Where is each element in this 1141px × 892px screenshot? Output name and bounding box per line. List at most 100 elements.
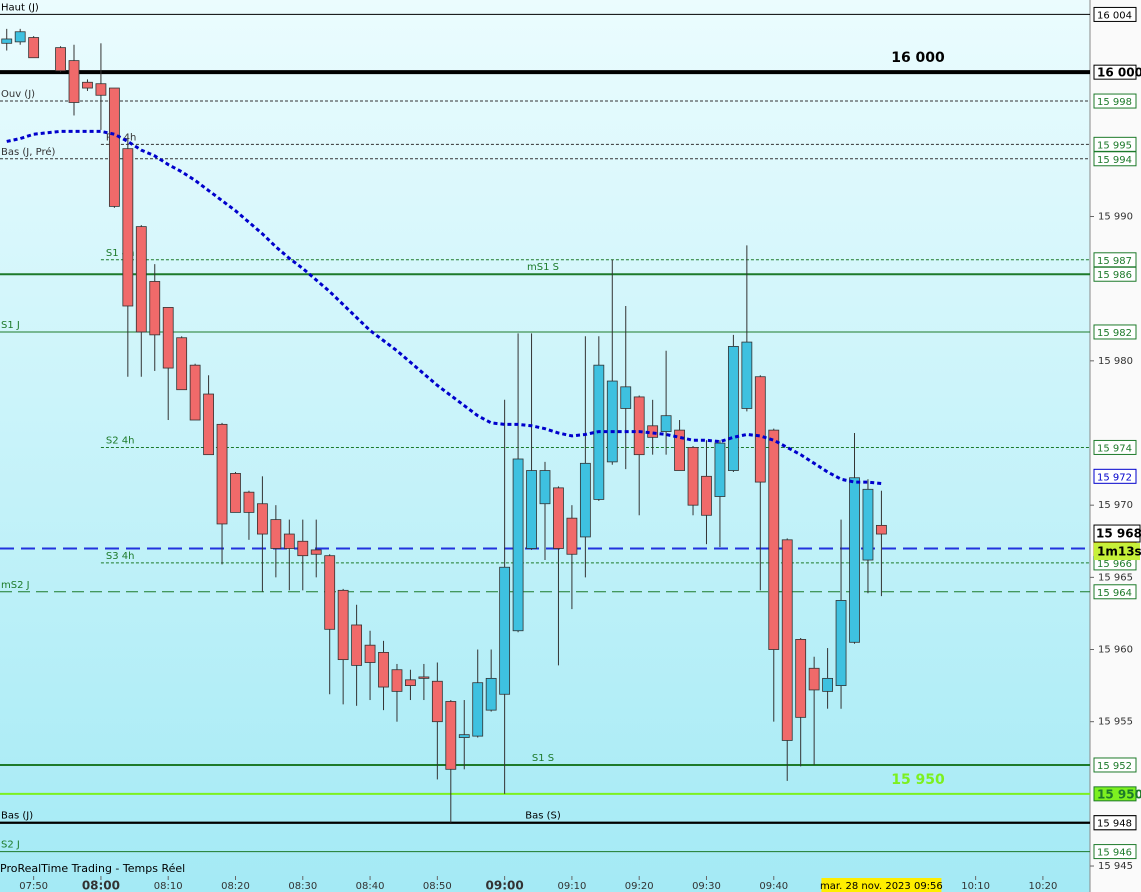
candle-body bbox=[82, 81, 93, 89]
level-label: Haut (J) bbox=[1, 2, 39, 13]
candle-body bbox=[808, 667, 820, 691]
candle-body bbox=[768, 429, 780, 650]
candle-body bbox=[257, 503, 268, 535]
level-tag-box bbox=[1093, 64, 1137, 80]
x-tick-label: 08:00 bbox=[82, 879, 120, 892]
candle-body bbox=[149, 281, 161, 336]
candle-body bbox=[835, 600, 847, 686]
level-label: Bas (S) bbox=[525, 811, 561, 822]
level-label: Ouv (J) bbox=[1, 89, 35, 100]
candle-body bbox=[606, 380, 618, 463]
candle-body bbox=[122, 148, 134, 307]
level-tag-box bbox=[1093, 757, 1137, 773]
candle-body bbox=[620, 386, 632, 409]
level-tag: 15 964 bbox=[1097, 588, 1132, 599]
level-label: S2 J bbox=[1, 840, 20, 851]
candle-body bbox=[108, 87, 120, 207]
candle-body bbox=[674, 429, 685, 471]
level-tag-box bbox=[1093, 584, 1137, 600]
candle-body bbox=[28, 37, 40, 59]
candle-body bbox=[243, 491, 255, 513]
candle-body bbox=[876, 524, 887, 535]
y-tick-label: 15 990 bbox=[1098, 212, 1133, 223]
level-tag: 15 998 bbox=[1097, 97, 1132, 108]
candle-body bbox=[458, 734, 470, 738]
level-label: Bas (J, Pré) bbox=[1, 146, 55, 158]
candle-body bbox=[849, 477, 860, 643]
candle-body bbox=[391, 669, 403, 692]
candle-body bbox=[499, 566, 511, 695]
moving-average bbox=[6, 129, 882, 486]
candle-body bbox=[176, 337, 188, 391]
level-tag: 15 987 bbox=[1097, 256, 1132, 267]
level-tag-box bbox=[1093, 844, 1137, 860]
x-tick-label: 10:10 bbox=[961, 881, 990, 892]
timer-box bbox=[1094, 543, 1140, 561]
last-price-tag: 15 968 bbox=[1096, 527, 1141, 541]
candle-body bbox=[727, 346, 739, 471]
candle-body bbox=[95, 83, 107, 96]
candle-body bbox=[68, 60, 80, 103]
level-label: S1 J bbox=[1, 320, 20, 331]
candle-body bbox=[216, 423, 228, 525]
candle-body bbox=[781, 539, 793, 741]
footer: ProRealTime Trading - Temps Réel bbox=[0, 862, 185, 875]
candle-body bbox=[714, 442, 726, 497]
level-tag-box bbox=[1093, 324, 1137, 340]
level-tag: 15 950 bbox=[1097, 787, 1141, 801]
level-label: S2 4h bbox=[106, 435, 135, 446]
candle-body bbox=[822, 677, 833, 692]
level-label: mS2 J bbox=[1, 580, 30, 591]
level-tag: 15 946 bbox=[1097, 848, 1132, 859]
level-label: S1 S bbox=[532, 753, 554, 764]
candle-body bbox=[1, 38, 13, 44]
level-tag-box bbox=[1093, 151, 1137, 167]
candle-body bbox=[297, 540, 309, 557]
candle-body bbox=[579, 462, 591, 538]
level-tag: 16 000 bbox=[1097, 66, 1141, 80]
candle-body bbox=[14, 31, 26, 43]
candle-body bbox=[351, 624, 363, 666]
y-tick-label: 15 980 bbox=[1098, 356, 1133, 367]
x-tick-label: 09:00 bbox=[486, 879, 524, 892]
level-label: S1 4h bbox=[106, 248, 135, 259]
candle-body bbox=[230, 473, 241, 513]
candle-body bbox=[660, 415, 672, 432]
x-tick-label: 08:50 bbox=[423, 881, 452, 892]
candle-body bbox=[862, 488, 874, 561]
candle-body bbox=[189, 364, 201, 421]
level-tag-box bbox=[1093, 266, 1137, 282]
level-tag-box bbox=[1093, 6, 1137, 22]
candle-body bbox=[512, 458, 524, 632]
level-label: mS1 S bbox=[527, 262, 559, 273]
level-tag: 15 966 bbox=[1097, 559, 1132, 570]
candle-body bbox=[472, 682, 484, 737]
candle-body bbox=[324, 555, 336, 630]
x-tick-label: 09:10 bbox=[557, 881, 586, 892]
level-tag: 15 986 bbox=[1097, 270, 1132, 281]
last-price-box bbox=[1093, 524, 1141, 543]
x-tick-label: 08:10 bbox=[154, 881, 183, 892]
candle-body bbox=[431, 680, 443, 723]
cursor-date-box bbox=[821, 878, 942, 892]
ma-tag-box bbox=[1093, 468, 1137, 484]
level-tag: 15 995 bbox=[1097, 140, 1132, 151]
level-tag: 16 004 bbox=[1097, 10, 1132, 21]
y-tick-label: 15 970 bbox=[1098, 500, 1133, 511]
candle-body bbox=[566, 517, 578, 555]
plot-background bbox=[0, 0, 1090, 892]
x-tick-label: 08:40 bbox=[356, 881, 385, 892]
candle-body bbox=[283, 533, 295, 549]
y-tick-label: 15 955 bbox=[1098, 717, 1133, 728]
candle-body bbox=[55, 47, 66, 72]
candle-body bbox=[539, 470, 551, 505]
level-big-label: 15 950 bbox=[891, 772, 945, 788]
y-tick-label: 15 945 bbox=[1098, 861, 1133, 872]
candle-body bbox=[754, 376, 766, 483]
level-tag: 15 982 bbox=[1097, 328, 1132, 339]
level-tag: 15 994 bbox=[1097, 155, 1132, 166]
x-tick-label: 08:30 bbox=[288, 881, 317, 892]
x-tick-label: 09:40 bbox=[759, 881, 788, 892]
candle-body bbox=[378, 652, 389, 688]
